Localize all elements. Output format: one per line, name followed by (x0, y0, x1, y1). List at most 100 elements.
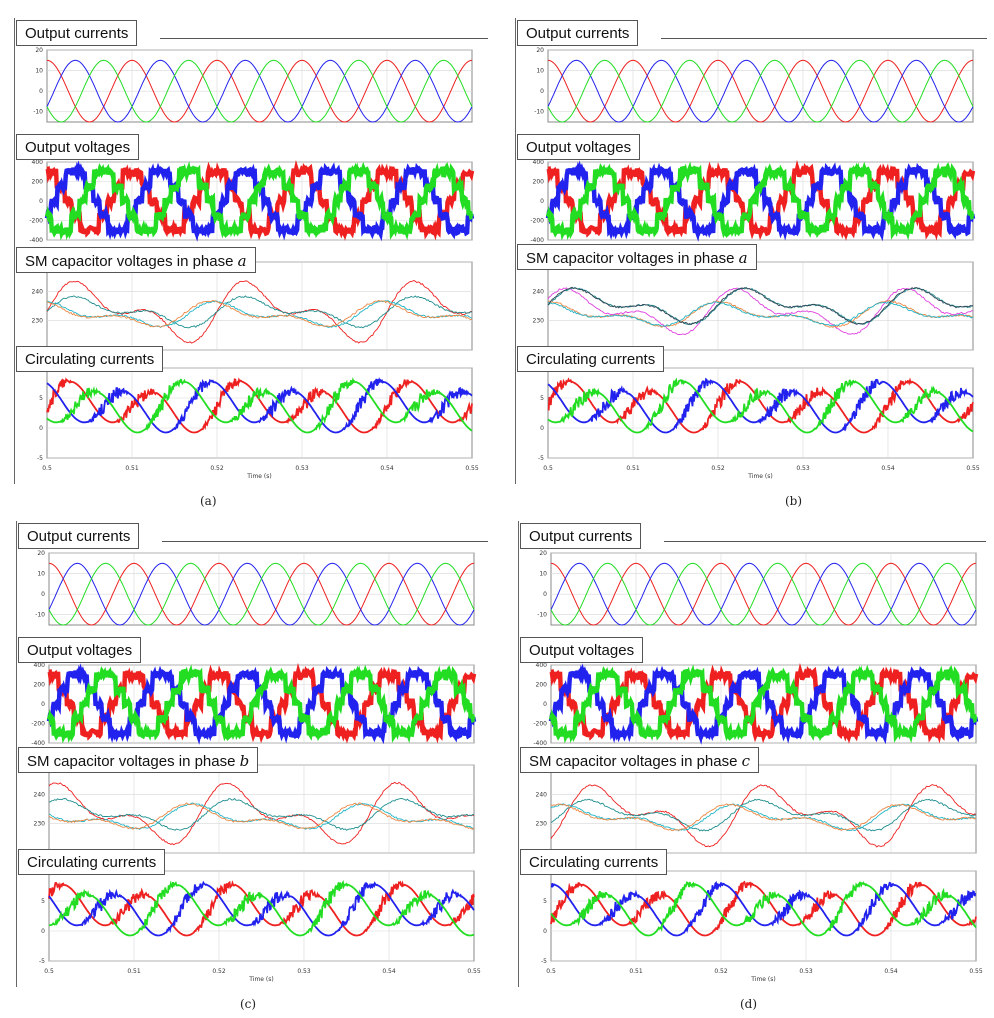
circulating-current-line (46, 376, 473, 434)
figure-svg: 20100-104002000-200-4002502402302201050-… (533, 550, 983, 983)
sm-capacitor-voltages-label: SM capacitor voltages in phase c (520, 747, 760, 773)
current-line (46, 59, 473, 123)
y-tick-label: -400 (530, 237, 544, 244)
plot-area (547, 49, 974, 123)
y-tick-label: -5 (541, 958, 547, 965)
y-tick-label: 230 (34, 821, 46, 828)
current-line (547, 59, 974, 123)
x-tick-label: 0.52 (714, 968, 728, 975)
y-tick-label: 5 (540, 395, 544, 402)
y-tick-label: 230 (533, 318, 545, 325)
voltage-line (548, 664, 978, 744)
figure-a: 20100-104002000-200-4002502402302201050-… (14, 18, 490, 484)
x-tick-label: 0.5 (42, 465, 52, 472)
y-tick-label: 400 (34, 662, 46, 669)
sm-label-phase: a (738, 249, 748, 267)
y-tick-label: 20 (37, 550, 45, 557)
capacitor-voltage-line (550, 798, 977, 832)
y-tick-label: -400 (29, 237, 43, 244)
x-tick-label: 0.52 (210, 465, 224, 472)
figure-frame (14, 18, 15, 484)
figure-frame (518, 521, 519, 987)
x-tick-label: 0.54 (380, 465, 394, 472)
x-tick-label: 0.53 (796, 465, 810, 472)
y-tick-label: 0 (41, 701, 45, 708)
y-tick-label: -5 (538, 455, 544, 462)
y-tick-label: 0 (540, 425, 544, 432)
caption-a: (a) (200, 494, 217, 508)
y-tick-label: -5 (39, 958, 45, 965)
label-rule (160, 38, 488, 39)
x-tick-label: 0.55 (966, 465, 980, 472)
y-tick-label: 20 (35, 47, 43, 54)
x-tick-label: 0.52 (711, 465, 725, 472)
y-tick-label: -400 (533, 740, 547, 747)
y-tick-label: 400 (32, 159, 44, 166)
y-tick-label: 240 (533, 288, 545, 295)
x-tick-label: 0.54 (881, 465, 895, 472)
capacitor-voltage-line (48, 797, 475, 831)
y-tick-label: 400 (536, 662, 548, 669)
figure-svg: 20100-104002000-200-4002502402302201050-… (31, 550, 480, 983)
circulating-currents-label: Circulating currents (18, 849, 166, 875)
y-tick-label: -10 (35, 612, 45, 619)
sm-capacitor-voltages-label: SM capacitor voltages in phase a (517, 244, 757, 270)
current-line (48, 562, 475, 626)
circulating-current-line (547, 377, 974, 434)
x-tick-label: 0.53 (799, 968, 813, 975)
caption-d: (d) (740, 997, 758, 1011)
y-tick-label: -200 (29, 218, 43, 225)
y-tick-label: 0 (39, 88, 43, 95)
sm-capacitor-voltages-label: SM capacitor voltages in phase a (16, 247, 256, 273)
x-tick-label: 0.53 (297, 968, 311, 975)
capacitor-voltage-line (46, 279, 472, 344)
circulating-current-line (550, 880, 977, 937)
x-tick-label: 0.51 (125, 465, 139, 472)
y-tick-label: 0 (540, 88, 544, 95)
y-tick-label: 0 (543, 591, 547, 598)
capacitor-voltage-line (547, 287, 974, 336)
plot-area (48, 764, 475, 854)
y-tick-label: 200 (34, 682, 46, 689)
capacitor-voltage-line (46, 299, 473, 328)
output-voltages-label: Output voltages (16, 134, 140, 160)
plot-area (550, 552, 977, 626)
output-voltages-label: Output voltages (517, 134, 641, 160)
output-voltages-label: Output voltages (520, 637, 644, 663)
circulating-current-line (46, 377, 473, 434)
capacitor-voltage-line (48, 781, 475, 846)
capacitor-voltage-line (550, 803, 977, 832)
y-tick-label: 0 (41, 928, 45, 935)
figure-c: 20100-104002000-200-4002502402302201050-… (16, 521, 490, 987)
y-tick-label: 200 (533, 179, 545, 186)
y-tick-label: 200 (32, 179, 44, 186)
sm-label-phase: b (239, 752, 250, 770)
label-rule (664, 541, 986, 542)
x-tick-label: 0.54 (382, 968, 396, 975)
x-tick-label: 0.5 (543, 465, 553, 472)
x-tick-label: 0.51 (127, 968, 141, 975)
figure-svg: 20100-104002000-200-4002502402302201050-… (530, 47, 980, 480)
sm-label-prefix: SM capacitor voltages in phase (27, 753, 236, 770)
circulating-current-line (547, 377, 974, 434)
sm-label-prefix: SM capacitor voltages in phase (25, 253, 234, 270)
x-tick-label: 0.51 (629, 968, 643, 975)
x-tick-label: 0.55 (465, 465, 479, 472)
current-line (550, 562, 977, 626)
y-tick-label: 0 (39, 425, 43, 432)
y-tick-label: 200 (536, 682, 548, 689)
y-tick-label: 400 (533, 159, 545, 166)
x-axis-label: Time (s) (248, 976, 273, 983)
y-tick-label: 240 (34, 791, 46, 798)
x-tick-label: 0.55 (969, 968, 983, 975)
x-tick-label: 0.5 (546, 968, 556, 975)
figure-frame (16, 521, 17, 987)
y-tick-label: -10 (33, 109, 43, 116)
y-tick-label: -200 (530, 218, 544, 225)
caption-c: (c) (240, 997, 257, 1011)
y-tick-label: 20 (536, 47, 544, 54)
circulating-currents-label: Circulating currents (517, 346, 665, 372)
caption-b: (b) (785, 494, 803, 508)
plot-area (550, 764, 977, 854)
y-tick-label: -10 (534, 109, 544, 116)
